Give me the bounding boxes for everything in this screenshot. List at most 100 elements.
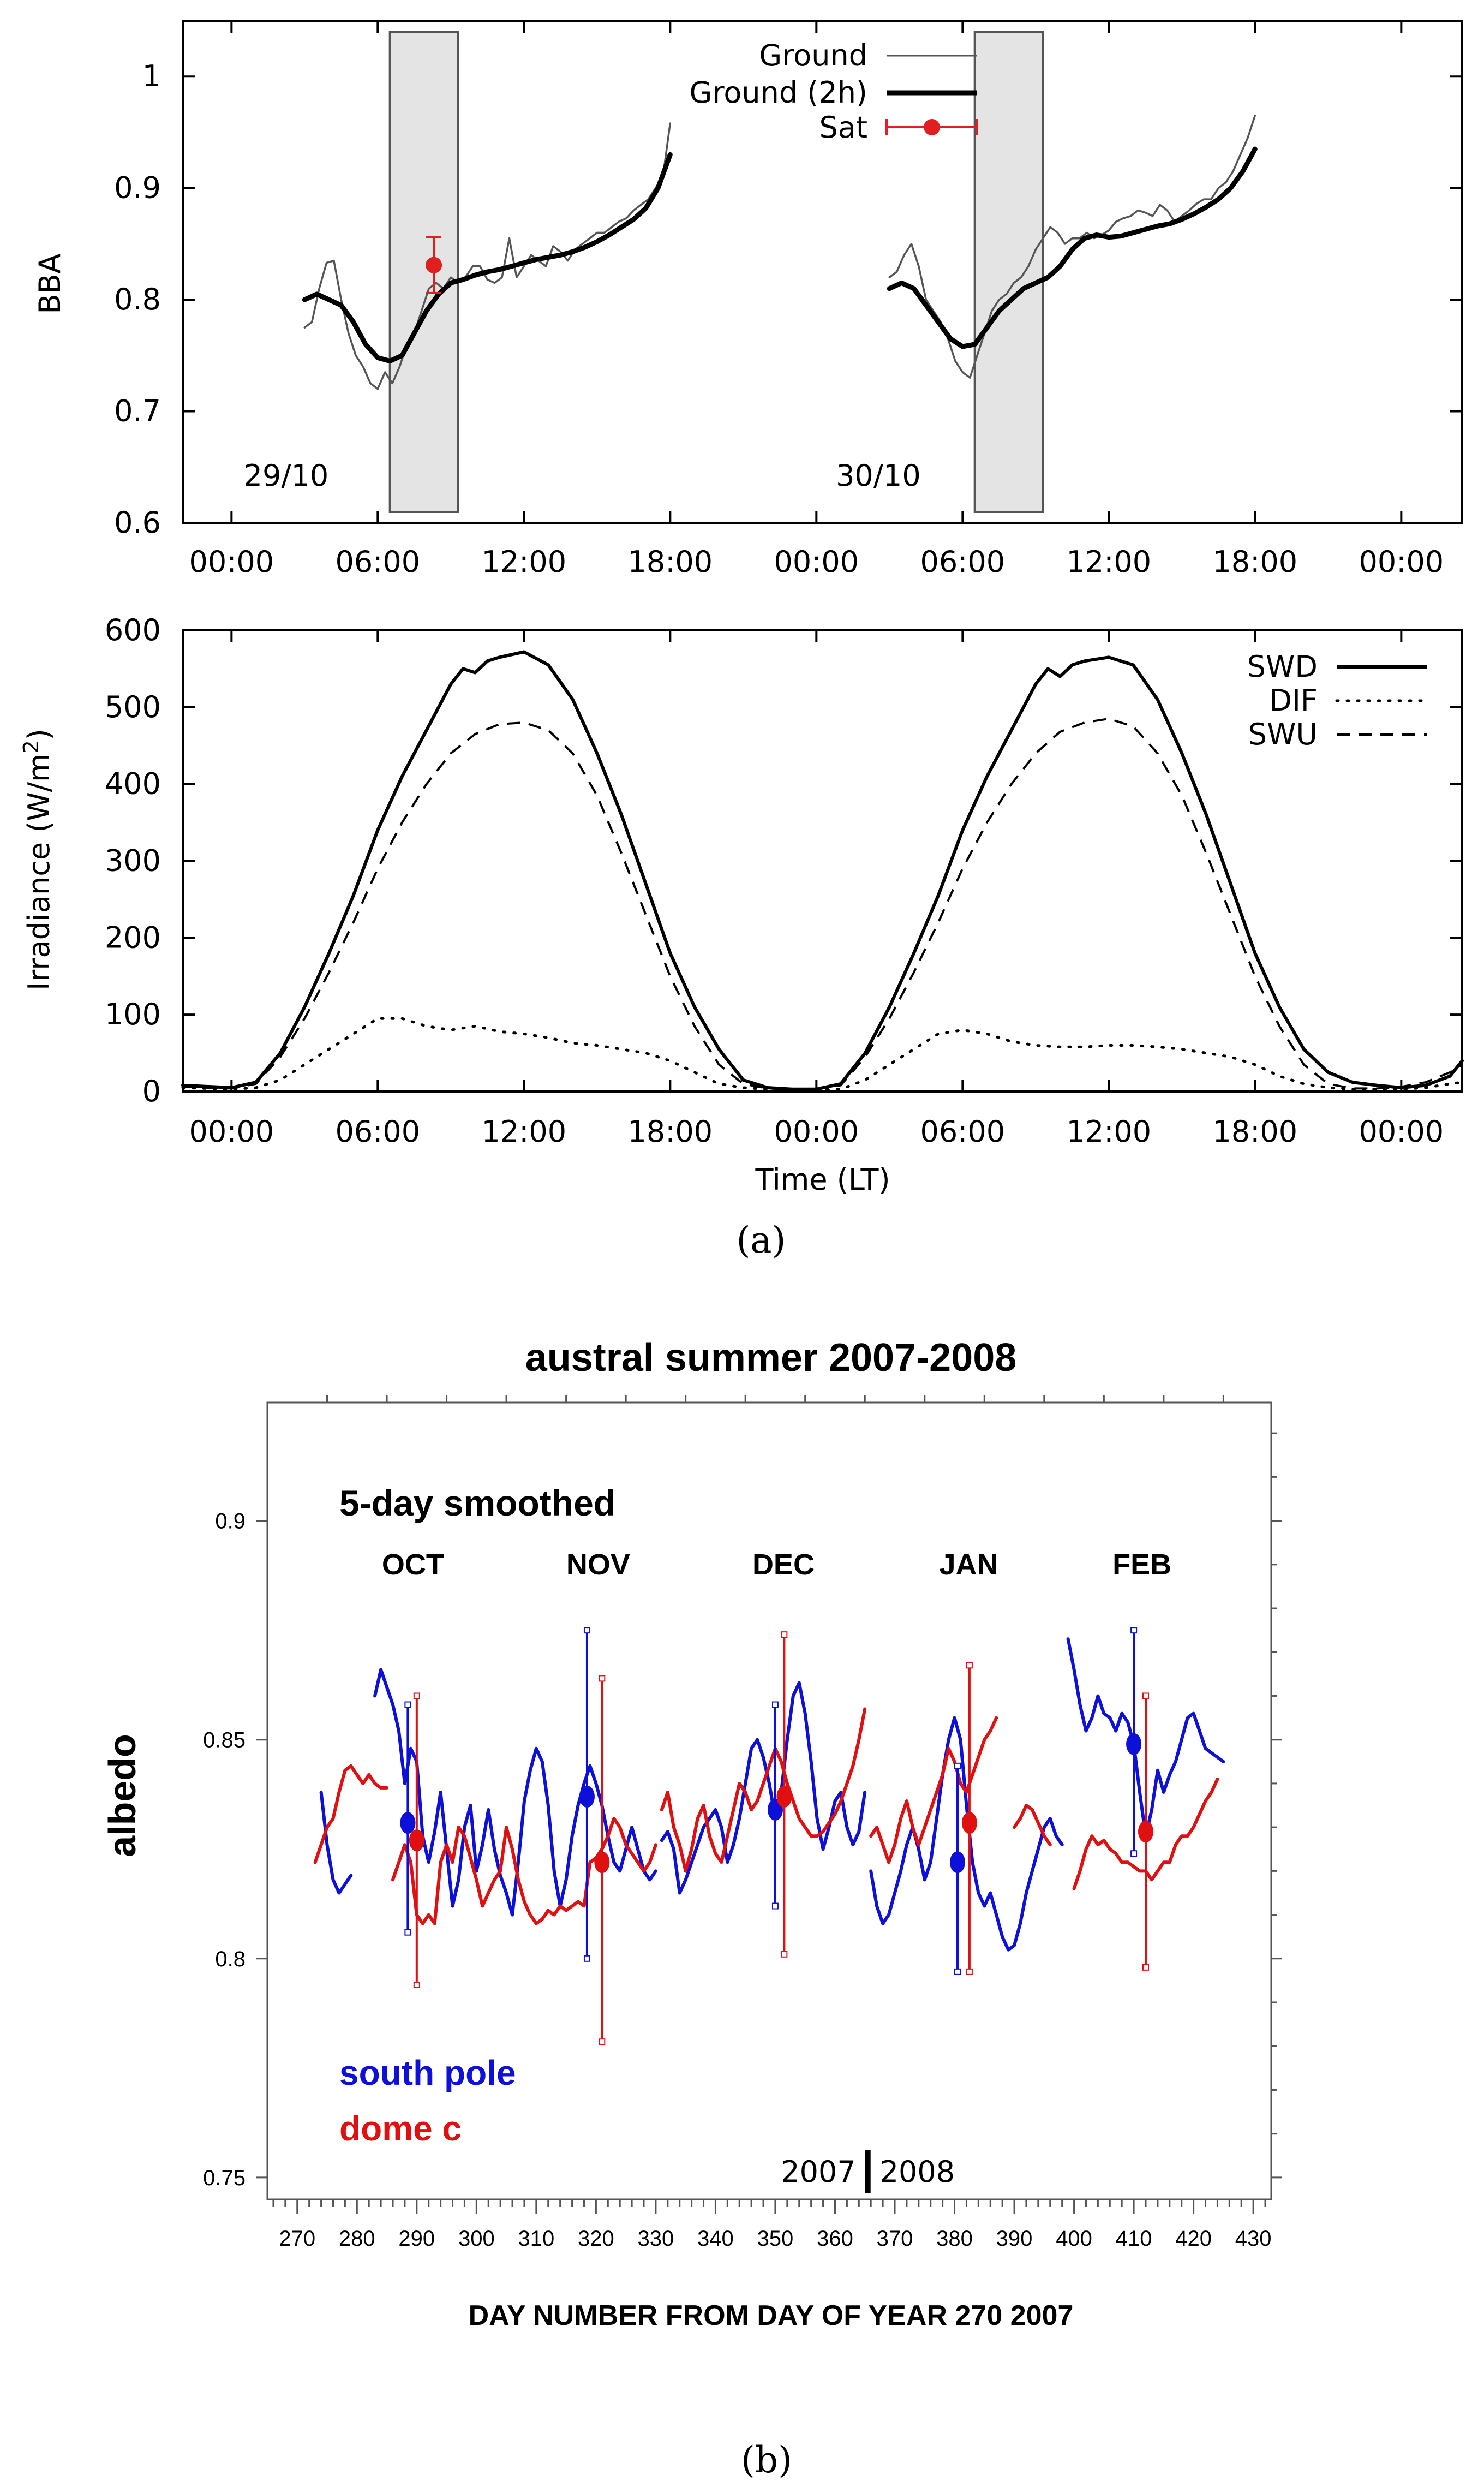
- dome-c-sat-error-cap-high: [413, 1692, 420, 1699]
- bba-x-tick-label: 06:00: [920, 545, 1006, 579]
- albedo-x-tick-label: 350: [757, 2227, 794, 2251]
- year-2007-label: 2007: [781, 2155, 855, 2189]
- bba-y-tick-label: 1: [142, 59, 161, 93]
- month-label: OCT: [382, 1548, 444, 1581]
- albedo-x-tick-label: 270: [279, 2227, 315, 2251]
- ground-2h-line: [887, 146, 1258, 349]
- dome-c-albedo-line: [313, 1764, 388, 1864]
- south-pole-sat-error-cap-low: [583, 1955, 590, 1962]
- bba-x-tick-label: 18:00: [1213, 545, 1298, 579]
- ground-2h-line: [302, 152, 673, 364]
- irradiance-series: [181, 650, 1464, 1092]
- irradiance-x-tick-label: 06:00: [336, 1114, 421, 1149]
- dome-c-sat-error-cap-high: [966, 1662, 973, 1669]
- dome-c-sat-error-cap-low: [781, 1951, 788, 1958]
- dif-line: [181, 1017, 1464, 1092]
- irradiance-y-label-close: ): [22, 729, 56, 740]
- bba-x-tick-label: 00:00: [1359, 545, 1444, 579]
- bba-y-tick-label: 0.6: [114, 505, 161, 540]
- irradiance-x-tick-label: 12:00: [482, 1114, 567, 1149]
- albedo-x-tick-label: 380: [936, 2227, 973, 2251]
- month-label: NOV: [566, 1548, 630, 1581]
- irradiance-x-ticks: 00:00 06:00 12:00 18:00 00:00 06:00 12:00 18:00…: [189, 630, 1444, 1149]
- month-labels: OCT NOV DEC JAN FEB: [382, 1548, 1171, 1581]
- bba-x-tick-label: 00:00: [774, 545, 859, 579]
- dome-c-sat-point: [776, 1785, 792, 1808]
- albedo-y-tick-label: 0.8: [215, 1947, 246, 1971]
- dome-c-sat-error-cap-low: [413, 1981, 420, 1988]
- irradiance-x-tick-label: 00:00: [189, 1114, 274, 1149]
- south-pole-sat-error-cap-low: [1130, 1850, 1138, 1857]
- year-2008-label: 2008: [880, 2155, 955, 2189]
- irradiance-y-tick-label: 500: [105, 690, 161, 724]
- legend-ground-label: Ground: [759, 38, 867, 73]
- irradiance-y-tick-label: 100: [105, 997, 161, 1031]
- albedo-x-tick-label: 330: [638, 2227, 674, 2251]
- albedo-x-tick-label: 360: [817, 2227, 853, 2251]
- irradiance-y-ticks: 0 100 200 300 400 500 600: [105, 613, 1462, 1108]
- day-label-1: 30/10: [836, 458, 921, 493]
- bba-x-tick-label: 12:00: [482, 545, 567, 579]
- irradiance-panel: 0 100 200 300 400 500 600 00:00 06:00 12:00 18:00…: [19, 613, 1464, 1197]
- bba-x-tick-label: 12:00: [1067, 545, 1152, 579]
- shaded-window-1: [973, 31, 1044, 513]
- south-pole-sat-error-cap-low: [954, 1968, 961, 1975]
- albedo-y-axis-label: albedo: [101, 1734, 143, 1857]
- albedo-x-tick-label: 310: [518, 2227, 554, 2251]
- ground-line: [888, 115, 1256, 379]
- dome-c-sat-error-cap-low: [1142, 1964, 1149, 1971]
- south-pole-albedo-line: [319, 1791, 353, 1895]
- south-pole-sat-error-cap-high: [771, 1701, 779, 1708]
- albedo-x-tick-label: 370: [877, 2227, 913, 2251]
- south-pole-sat-error-cap-low: [771, 1902, 779, 1910]
- albedo-chart-title: austral summer 2007-2008: [525, 1336, 1017, 1380]
- irradiance-y-tick-label: 300: [105, 844, 161, 878]
- year-split-marker: 2007 2008: [781, 2150, 955, 2193]
- albedo-x-tick-label: 300: [458, 2227, 495, 2251]
- south-pole-albedo-line: [373, 1668, 657, 1917]
- dome-c-sat-error-cap-high: [1142, 1692, 1149, 1699]
- albedo-y-ticks: 0.75 0.8 0.85 0.9: [203, 1432, 1282, 2190]
- bba-y-tick-label: 0.8: [114, 282, 161, 317]
- dome-c-sat-error-cap-low: [599, 2038, 606, 2045]
- south-pole-sat-point: [579, 1785, 595, 1808]
- sat-point: [426, 257, 442, 273]
- irradiance-x-tick-label: 18:00: [628, 1114, 713, 1149]
- month-label: JAN: [939, 1548, 998, 1581]
- south-pole-sat-point: [400, 1812, 416, 1834]
- irradiance-y-axis-label: Irradiance (W/m2): [19, 729, 56, 991]
- shaded-windows: [388, 31, 1044, 513]
- ground-line: [303, 122, 672, 390]
- south-pole-sat-error-cap-high: [1130, 1627, 1138, 1634]
- bba-plot-frame: [182, 20, 1463, 524]
- albedo-x-tick-label: 390: [996, 2227, 1033, 2251]
- day-labels: 29/10 30/10: [244, 458, 921, 493]
- dome-c-sat-error-cap-high: [599, 1675, 606, 1682]
- bba-x-tick-label: 06:00: [336, 545, 421, 579]
- irradiance-x-tick-label: 00:00: [774, 1114, 859, 1149]
- albedo-x-tick-label: 400: [1056, 2227, 1092, 2251]
- day-label-0: 29/10: [244, 458, 329, 493]
- albedo-x-axis-label: DAY NUMBER FROM DAY OF YEAR 270 2007: [469, 2300, 1074, 2331]
- caption-a: (a): [737, 1219, 786, 1261]
- albedo-x-tick-label: 340: [697, 2227, 734, 2251]
- month-label: FEB: [1112, 1548, 1171, 1581]
- south-pole-sat-point: [1126, 1733, 1142, 1755]
- albedo-panel: austral summer 2007-2008 0.750.80.850.9 …: [101, 1336, 1282, 2331]
- bba-y-tick-label: 0.7: [114, 394, 161, 428]
- irradiance-x-tick-label: 12:00: [1067, 1114, 1152, 1149]
- irradiance-y-label-sup: 2: [19, 740, 43, 753]
- irradiance-y-tick-label: 0: [142, 1074, 161, 1108]
- legend-dif-label: DIF: [1269, 683, 1318, 718]
- irradiance-y-tick-label: 600: [105, 613, 161, 647]
- bba-y-ticks: 0.6 0.7 0.8 0.9 1: [114, 59, 1462, 540]
- bba-y-tick-label: 0.9: [114, 171, 161, 205]
- albedo-x-ticks: 270 280 290 300 310 320 330 340 350 360 370 380 390 4…: [272, 1395, 1272, 2251]
- dome-c-sat-point: [961, 1812, 977, 1834]
- dome-c-albedo-line: [660, 1707, 867, 1873]
- irradiance-x-tick-label: 06:00: [920, 1114, 1006, 1149]
- irradiance-x-axis-label: Time (LT): [755, 1162, 890, 1197]
- south-pole-sat-error-cap-low: [404, 1929, 411, 1936]
- shaded-window-0: [388, 31, 459, 513]
- south-pole-albedo-line: [869, 1716, 1064, 1952]
